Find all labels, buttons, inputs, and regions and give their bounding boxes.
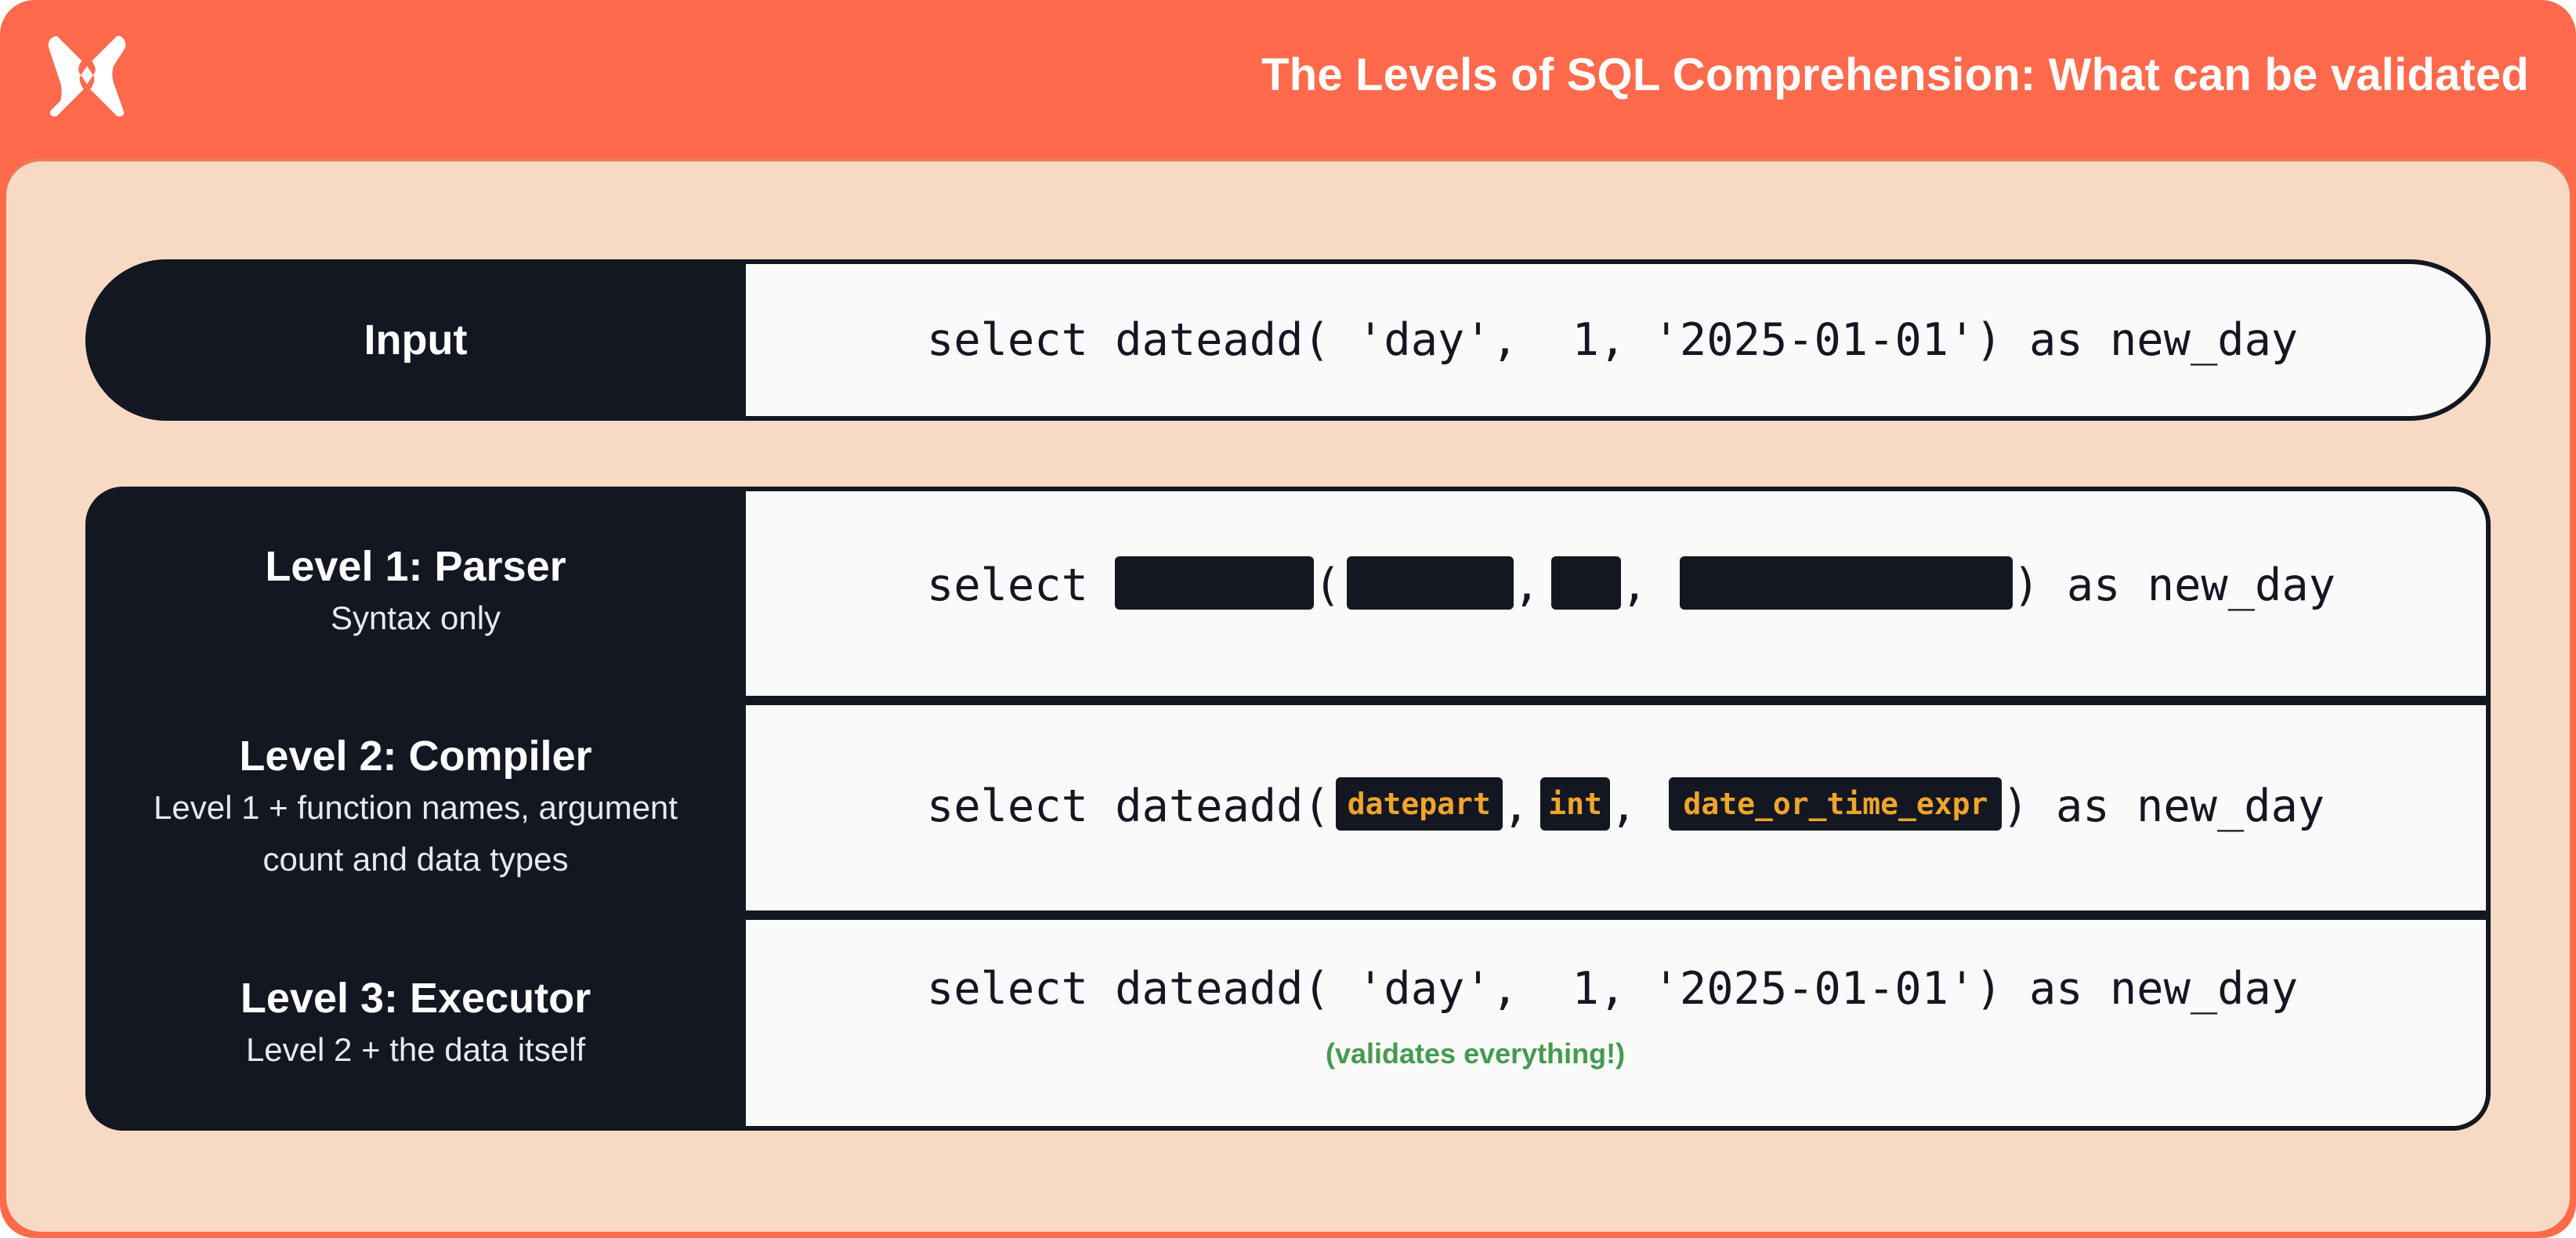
code-prefix: select bbox=[927, 559, 1116, 611]
input-label: Input bbox=[364, 317, 468, 364]
executor-sql: select dateadd( 'day', 1, '2025-01-01') … bbox=[927, 963, 2299, 1015]
levels-table: Level 1: Parser Syntax only select (,, ) … bbox=[85, 487, 2491, 1131]
level-title: Level 3: Executor bbox=[240, 975, 592, 1022]
level-subtitle: Level 1 + function names, argument bbox=[154, 789, 678, 826]
code-comma: , bbox=[1502, 780, 1530, 832]
code-sep: , bbox=[1598, 314, 1653, 366]
masked-argument bbox=[1680, 556, 2013, 610]
dbt-logo-icon bbox=[48, 35, 126, 117]
page-title: The Levels of SQL Comprehension: What ca… bbox=[1261, 49, 2529, 100]
validates-note: (validates everything!) bbox=[1326, 1037, 1626, 1070]
type-hint-int: int bbox=[1540, 777, 1611, 831]
level-title: Level 1: Parser bbox=[265, 543, 566, 590]
code-arg-int: 1 bbox=[1572, 314, 1599, 366]
type-hint-datepart: datepart bbox=[1335, 777, 1503, 831]
level-code-cell: select dateadd( 'day', 1, '2025-01-01') … bbox=[746, 920, 2486, 1126]
code-suffix: ) as new_day bbox=[2002, 780, 2325, 832]
code-comma: , bbox=[1620, 559, 1648, 611]
code-prefix: select dateadd( bbox=[927, 314, 1358, 366]
level-code-cell: select (,, ) as new_day bbox=[746, 491, 2486, 696]
input-code-cell: select dateadd( 'day', 1, '2025-01-01') … bbox=[746, 264, 2486, 416]
level-subtitle: count and data types bbox=[262, 841, 569, 878]
code-sep: , bbox=[1491, 314, 1572, 366]
level-row-compiler: Level 2: Compiler Level 1 + function nam… bbox=[85, 703, 2491, 913]
code-arg-datepart: 'day' bbox=[1357, 314, 1492, 366]
code-prefix: select dateadd( bbox=[927, 780, 1330, 832]
code-comma: , bbox=[1610, 780, 1637, 832]
masked-function-name bbox=[1115, 556, 1315, 610]
masked-argument bbox=[1550, 556, 1621, 610]
level-subtitle: Level 2 + the data itself bbox=[245, 1031, 586, 1068]
input-row: Input select dateadd( 'day', 1, '2025-01… bbox=[85, 259, 2491, 421]
masked-argument bbox=[1346, 556, 1514, 610]
code-suffix: ) as new_day bbox=[2013, 559, 2336, 611]
compiler-sql: select dateadd(datepart, int, date_or_time… bbox=[927, 775, 2325, 838]
code-paren: ( bbox=[1314, 559, 1341, 611]
parser-sql: select (,, ) as new_day bbox=[927, 554, 2335, 617]
level-label: Level 1: Parser Syntax only bbox=[85, 487, 746, 698]
type-hint-date-expr: date_or_time_expr bbox=[1669, 777, 2003, 831]
input-sql: select dateadd( 'day', 1, '2025-01-01') … bbox=[927, 309, 2298, 371]
code-suffix: ) as new_day bbox=[1975, 314, 2299, 366]
level-label: Level 3: Executor Level 2 + the data its… bbox=[85, 918, 746, 1131]
level-row-executor: Level 3: Executor Level 2 + the data its… bbox=[85, 918, 2491, 1131]
code-arg-date: '2025-01-01' bbox=[1652, 314, 1976, 366]
level-subtitle: Syntax only bbox=[330, 599, 501, 636]
level-code-cell: select dateadd(datepart, int, date_or_time… bbox=[746, 705, 2486, 910]
code-comma: , bbox=[1513, 559, 1540, 611]
level-title: Level 2: Compiler bbox=[239, 733, 592, 780]
level-row-parser: Level 1: Parser Syntax only select (,, ) … bbox=[85, 487, 2491, 698]
level-label: Level 2: Compiler Level 1 + function nam… bbox=[85, 703, 746, 913]
